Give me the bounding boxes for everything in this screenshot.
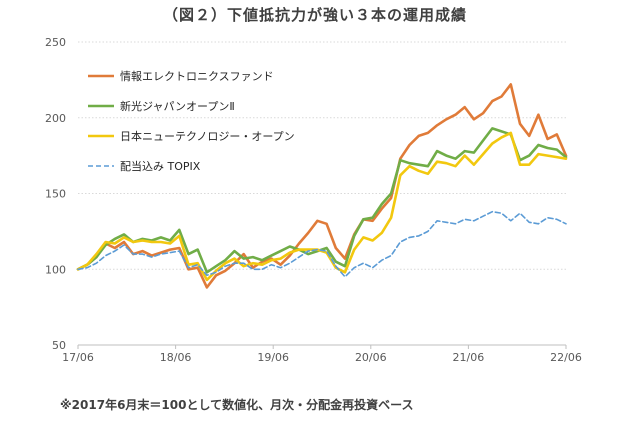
x-tick-label: 19/06 [257, 351, 289, 364]
x-tick-label: 17/06 [62, 351, 94, 364]
legend-label-4: 配当込み TOPIX [120, 159, 201, 173]
legend-label-3: 日本ニューテクノロジー・オープン [120, 129, 295, 143]
y-tick-label: 200 [45, 112, 66, 125]
x-tick-label: 21/06 [453, 351, 485, 364]
legend-label-1: 情報エレクトロニクスファンド [120, 70, 274, 83]
x-tick-label: 18/06 [160, 351, 192, 364]
y-tick-label: 50 [52, 339, 66, 352]
series-line-4 [77, 210, 567, 278]
chart-title: （図２）下値抵抗力が強い３本の運用成績 [162, 6, 467, 24]
chart-footnote: ※2017年6月末＝100として数値化、月次・分配金再投資ベース [60, 398, 414, 412]
series-line-3 [76, 131, 568, 282]
y-tick-label: 150 [45, 188, 66, 201]
legend-label-2: 新光ジャパンオープンⅡ [120, 99, 235, 113]
y-tick-label: 100 [45, 263, 66, 276]
x-tick-label: 20/06 [355, 351, 387, 364]
series-line-1 [76, 83, 568, 289]
y-tick-label: 250 [45, 36, 66, 49]
x-tick-label: 22/06 [550, 351, 582, 364]
